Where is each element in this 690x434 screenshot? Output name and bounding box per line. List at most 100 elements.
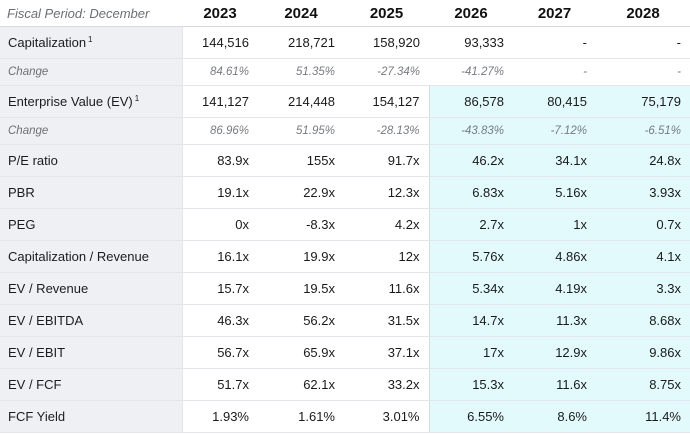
- table-cell-estimate: 4.86x: [513, 240, 596, 273]
- table-cell: -8.3x: [258, 208, 344, 241]
- table-cell-estimate: 11.6x: [513, 368, 596, 401]
- table-cell: 51.35%: [258, 58, 344, 86]
- table-cell-estimate: 5.16x: [513, 176, 596, 209]
- table-cell-estimate: 1x: [513, 208, 596, 241]
- table-row-capitalization-revenue: Capitalization / Revenue 16.1x 19.9x 12x…: [0, 240, 690, 273]
- footnote-marker[interactable]: 1: [134, 93, 140, 103]
- table-cell-estimate: 8.6%: [513, 400, 596, 433]
- row-label: PEG: [0, 208, 183, 241]
- table-cell: 51.95%: [258, 117, 344, 145]
- table-cell-estimate: 24.8x: [596, 144, 690, 177]
- table-cell: 1.93%: [182, 400, 258, 433]
- table-cell-estimate: 80,415: [513, 85, 596, 118]
- table-cell: 37.1x: [344, 336, 429, 369]
- year-header-2027: 2027: [513, 0, 596, 27]
- table-row-ev-revenue: EV / Revenue 15.7x 19.5x 11.6x 5.34x 4.1…: [0, 272, 690, 305]
- table-cell: 31.5x: [344, 304, 429, 337]
- year-header-2024: 2024: [258, 0, 344, 27]
- table-cell: -: [596, 58, 690, 86]
- row-label: PBR: [0, 176, 183, 209]
- table-cell-estimate: 15.3x: [428, 368, 513, 401]
- table-cell-estimate: 2.7x: [428, 208, 513, 241]
- table-cell-estimate: 75,179: [596, 85, 690, 118]
- table-cell-estimate: 8.68x: [596, 304, 690, 337]
- table-cell-estimate: 86,578: [428, 85, 513, 118]
- table-cell-estimate: 11.4%: [596, 400, 690, 433]
- table-cell: 19.1x: [182, 176, 258, 209]
- table-cell-estimate: 5.76x: [428, 240, 513, 273]
- table-cell: -41.27%: [429, 58, 513, 86]
- table-cell: 0x: [182, 208, 258, 241]
- table-cell: 33.2x: [344, 368, 429, 401]
- table-cell: 154,127: [344, 85, 429, 118]
- table-cell: 84.61%: [182, 58, 258, 86]
- table-cell-estimate: 6.55%: [428, 400, 513, 433]
- table-cell: 214,448: [258, 85, 344, 118]
- fiscal-period-label: Fiscal Period: December: [0, 0, 182, 27]
- row-label: EV / FCF: [0, 368, 183, 401]
- table-cell: 22.9x: [258, 176, 344, 209]
- table-cell-estimate: 46.2x: [428, 144, 513, 177]
- table-cell: 62.1x: [258, 368, 344, 401]
- table-cell-estimate: -7.12%: [513, 117, 596, 145]
- table-cell: 56.7x: [182, 336, 258, 369]
- year-header-2025: 2025: [344, 0, 429, 27]
- table-cell: 144,516: [182, 26, 258, 59]
- table-cell: 12.3x: [344, 176, 429, 209]
- table-cell: 46.3x: [182, 304, 258, 337]
- table-row-ev-fcf: EV / FCF 51.7x 62.1x 33.2x 15.3x 11.6x 8…: [0, 368, 690, 401]
- row-label: Change: [0, 117, 183, 145]
- table-cell: 12x: [344, 240, 429, 273]
- table-cell: 65.9x: [258, 336, 344, 369]
- row-label-text: Enterprise Value (EV): [8, 94, 133, 109]
- row-label: Capitalization 1: [0, 26, 183, 59]
- table-cell: -: [596, 26, 690, 59]
- header-row: Fiscal Period: December 2023 2024 2025 2…: [0, 0, 690, 27]
- table-cell: 91.7x: [344, 144, 429, 177]
- table-cell-estimate: 11.3x: [513, 304, 596, 337]
- table-cell-estimate: 6.83x: [428, 176, 513, 209]
- table-cell: 86.96%: [182, 117, 258, 145]
- table-row-change: Change 84.61% 51.35% -27.34% -41.27% - -: [0, 58, 690, 86]
- table-cell-estimate: 4.1x: [596, 240, 690, 273]
- table-cell: 16.1x: [182, 240, 258, 273]
- table-cell: 141,127: [182, 85, 258, 118]
- table-cell: 15.7x: [182, 272, 258, 305]
- row-label: EV / Revenue: [0, 272, 183, 305]
- row-label: EV / EBITDA: [0, 304, 183, 337]
- table-cell: -28.13%: [344, 117, 429, 145]
- table-row-peg: PEG 0x -8.3x 4.2x 2.7x 1x 0.7x: [0, 208, 690, 241]
- table-cell-estimate: 3.3x: [596, 272, 690, 305]
- table-row-capitalization: Capitalization 1 144,516 218,721 158,920 …: [0, 26, 690, 59]
- table-cell: 93,333: [429, 26, 513, 59]
- table-cell: 218,721: [258, 26, 344, 59]
- table-cell-estimate: -43.83%: [428, 117, 513, 145]
- table-row-pe-ratio: P/E ratio 83.9x 155x 91.7x 46.2x 34.1x 2…: [0, 144, 690, 177]
- table-cell: 51.7x: [182, 368, 258, 401]
- table-cell: -27.34%: [344, 58, 429, 86]
- table-cell-estimate: 12.9x: [513, 336, 596, 369]
- table-cell: 158,920: [344, 26, 429, 59]
- table-cell: 1.61%: [258, 400, 344, 433]
- year-header-2023: 2023: [182, 0, 258, 27]
- table-cell: 3.01%: [344, 400, 429, 433]
- table-cell: 4.2x: [344, 208, 429, 241]
- row-label: Change: [0, 58, 183, 86]
- table-cell-estimate: 9.86x: [596, 336, 690, 369]
- table-cell: 56.2x: [258, 304, 344, 337]
- table-row-fcf-yield: FCF Yield 1.93% 1.61% 3.01% 6.55% 8.6% 1…: [0, 400, 690, 433]
- year-header-2028: 2028: [596, 0, 690, 27]
- table-row-enterprise-value: Enterprise Value (EV) 1 141,127 214,448 1…: [0, 85, 690, 118]
- table-cell: 83.9x: [182, 144, 258, 177]
- table-cell-estimate: 3.93x: [596, 176, 690, 209]
- year-header-2026: 2026: [429, 0, 513, 27]
- table-cell: 19.5x: [258, 272, 344, 305]
- table-cell-estimate: -6.51%: [596, 117, 690, 145]
- table-cell: 19.9x: [258, 240, 344, 273]
- footnote-marker[interactable]: 1: [88, 34, 93, 44]
- table-row-ev-ebitda: EV / EBITDA 46.3x 56.2x 31.5x 14.7x 11.3…: [0, 304, 690, 337]
- table-cell-estimate: 0.7x: [596, 208, 690, 241]
- row-label: P/E ratio: [0, 144, 183, 177]
- table-cell-estimate: 17x: [428, 336, 513, 369]
